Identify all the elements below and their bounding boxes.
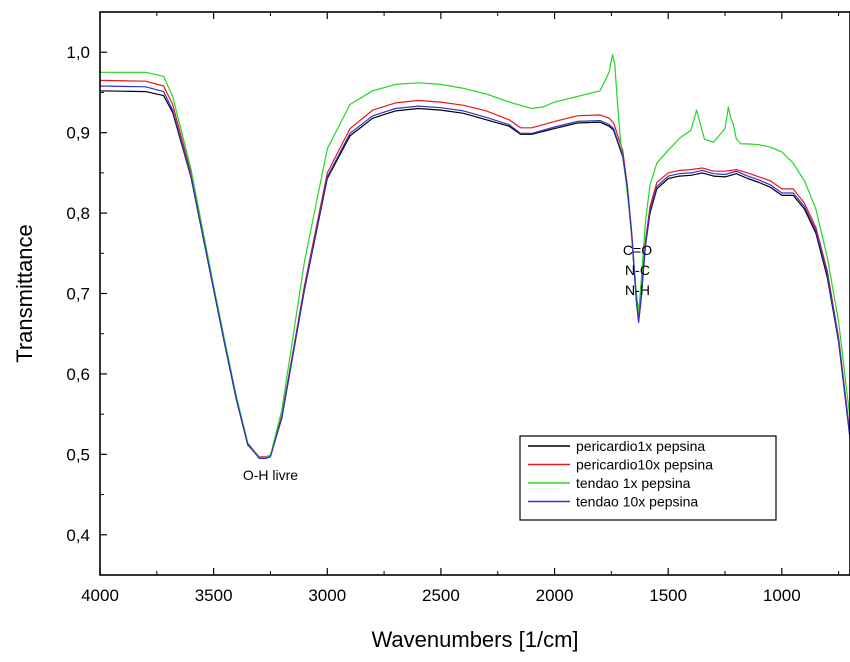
legend-label: pericardio10x pepsina <box>576 457 713 473</box>
x-tick-label: 3500 <box>195 586 233 605</box>
series-line-2 <box>99 79 850 458</box>
legend: pericardio1x pepsina pericardio10x pepsin… <box>519 435 777 521</box>
legend-label: pericardio1x pepsina <box>576 438 705 454</box>
y-tick-label: 0,9 <box>66 124 90 143</box>
annotation-label: C=O <box>623 242 652 258</box>
annotation-label: O-H livre <box>243 467 298 483</box>
y-axis: 0,4 0,5 0,6 0,7 0,8 0,9 1,0 <box>66 11 107 576</box>
legend-label: tendao 10x pepsina <box>576 494 698 510</box>
x-tick-label: 1000 <box>763 586 801 605</box>
legend-label: tendao 1x pepsina <box>576 475 691 491</box>
y-axis-title: Transmittance <box>12 224 37 363</box>
y-tick-label: 0,6 <box>66 365 90 384</box>
y-tick-label: 0,5 <box>66 445 90 464</box>
y-tick-label: 0,8 <box>66 204 90 223</box>
y-tick-label: 0,4 <box>66 526 90 545</box>
annotation-label: N-C <box>625 262 650 278</box>
annotation-label: N-H <box>625 282 650 298</box>
x-tick-label: 1500 <box>649 586 687 605</box>
legend-box <box>519 435 777 521</box>
x-axis-title: Wavenumbers [1/cm] <box>371 627 578 652</box>
x-tick-label: 4000 <box>81 586 119 605</box>
series-line-4 <box>99 85 850 459</box>
annotations: O-H livre C=O N-C N-H <box>243 242 652 483</box>
y-tick-label: 0,7 <box>66 285 90 304</box>
series-layer <box>99 53 850 459</box>
x-tick-label: 3000 <box>308 586 346 605</box>
x-tick-label: 2500 <box>422 586 460 605</box>
x-tick-label: 2000 <box>536 586 574 605</box>
y-tick-label: 1,0 <box>66 43 90 62</box>
x-axis: 4000 3500 3000 2500 2000 1500 1000 <box>81 12 840 605</box>
series-line-3 <box>100 53 850 459</box>
